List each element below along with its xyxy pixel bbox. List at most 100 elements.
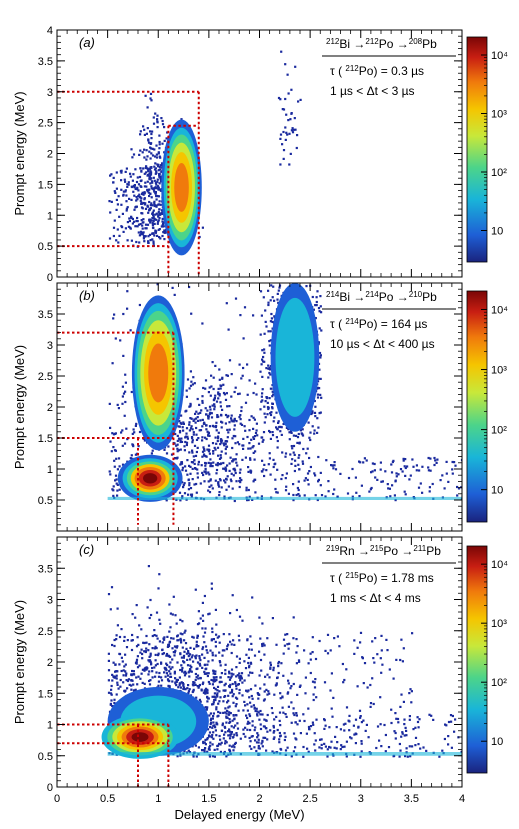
data-point xyxy=(302,713,305,716)
data-point xyxy=(329,649,332,652)
data-point xyxy=(110,699,113,702)
data-point xyxy=(244,401,248,404)
data-point xyxy=(203,422,206,425)
data-point xyxy=(253,706,256,709)
data-point xyxy=(367,736,370,739)
data-point xyxy=(178,431,182,434)
data-point xyxy=(121,660,124,663)
data-point xyxy=(326,755,329,758)
data-point xyxy=(270,317,273,320)
data-point xyxy=(181,620,184,623)
data-point xyxy=(138,241,141,244)
data-point xyxy=(287,119,290,122)
data-point xyxy=(201,399,204,403)
data-point xyxy=(180,664,183,667)
data-point xyxy=(369,488,372,491)
data-point xyxy=(177,449,180,452)
data-point xyxy=(160,117,163,120)
data-point xyxy=(138,664,141,667)
data-point xyxy=(144,94,147,97)
data-point xyxy=(267,330,270,333)
data-point xyxy=(124,381,127,384)
data-point xyxy=(409,688,412,691)
data-point xyxy=(214,654,217,657)
data-point xyxy=(126,639,129,642)
data-point xyxy=(333,464,336,467)
data-point xyxy=(157,675,161,678)
data-point xyxy=(238,416,241,419)
data-point xyxy=(395,717,398,720)
data-point xyxy=(154,187,157,190)
data-point xyxy=(195,410,198,413)
data-point xyxy=(299,684,302,687)
data-point xyxy=(239,737,242,740)
data-point xyxy=(451,472,454,475)
data-point xyxy=(201,749,204,752)
data-point xyxy=(130,185,133,188)
data-point xyxy=(255,422,258,425)
data-point xyxy=(262,431,266,434)
cut-lines xyxy=(57,723,170,787)
data-point xyxy=(267,303,270,307)
data-point xyxy=(224,663,227,666)
data-point xyxy=(296,134,299,137)
data-point xyxy=(187,493,190,496)
data-point xyxy=(247,447,250,450)
x-tick-label: 2.5 xyxy=(302,793,317,805)
data-point xyxy=(224,682,227,685)
data-point xyxy=(228,721,231,724)
data-point xyxy=(146,180,149,183)
data-point xyxy=(332,467,335,470)
data-point xyxy=(122,190,125,193)
data-point xyxy=(204,645,208,648)
data-point xyxy=(388,487,391,490)
data-point xyxy=(238,392,241,395)
data-point xyxy=(249,671,252,674)
data-point xyxy=(228,405,231,408)
data-point xyxy=(340,744,343,747)
data-point xyxy=(269,666,272,669)
data-point xyxy=(110,173,113,176)
data-point xyxy=(121,395,124,398)
data-point xyxy=(208,386,211,389)
data-point xyxy=(140,672,143,675)
data-point xyxy=(125,207,128,210)
data-point xyxy=(115,239,118,242)
data-point xyxy=(169,661,172,664)
data-point xyxy=(141,657,144,660)
data-point xyxy=(235,655,239,658)
data-point xyxy=(319,377,322,380)
data-point xyxy=(315,296,318,299)
x-tick-label: 0 xyxy=(54,793,60,805)
data-point xyxy=(126,687,129,690)
colorbar-tick-label: 10⁴ xyxy=(491,304,508,316)
data-point xyxy=(248,696,251,699)
data-point xyxy=(120,656,123,659)
data-point xyxy=(326,652,330,655)
data-point xyxy=(151,130,154,133)
data-point xyxy=(254,709,257,713)
data-point xyxy=(116,494,119,497)
data-point xyxy=(155,212,158,215)
data-point xyxy=(268,397,271,400)
data-point xyxy=(148,172,151,175)
data-point xyxy=(153,204,156,208)
data-point xyxy=(246,639,249,642)
data-point xyxy=(178,420,181,423)
data-point xyxy=(220,672,223,675)
data-point xyxy=(316,290,319,293)
data-point xyxy=(211,361,214,364)
data-point xyxy=(210,374,213,377)
data-point xyxy=(193,459,196,462)
data-point xyxy=(112,317,115,320)
data-point xyxy=(150,152,153,155)
colorbar-gradient xyxy=(466,545,488,774)
data-point xyxy=(311,425,314,428)
data-point xyxy=(119,678,122,682)
data-point xyxy=(139,130,142,133)
data-point xyxy=(450,720,453,723)
data-point xyxy=(169,612,172,615)
data-point xyxy=(184,642,188,645)
data-point xyxy=(157,151,160,154)
